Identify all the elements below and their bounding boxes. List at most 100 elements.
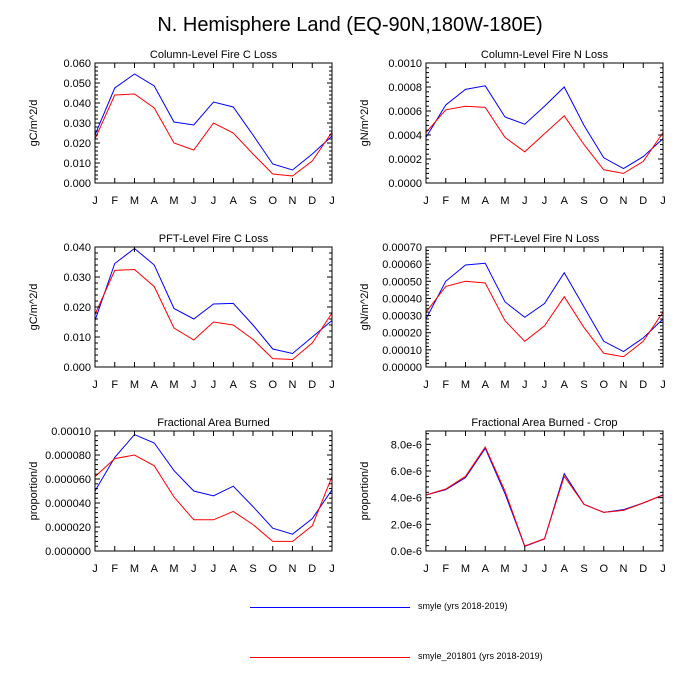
y-tick-label: 0.0002	[388, 154, 422, 166]
x-tick-label: J	[211, 379, 217, 391]
x-tick-label: D	[639, 195, 647, 207]
x-tick-label: A	[561, 379, 569, 391]
legend-line-smyle	[250, 607, 410, 608]
panel-title: Column-Level Fire N Loss	[481, 49, 609, 61]
x-tick-label: J	[191, 563, 197, 575]
plot-frame	[425, 430, 664, 552]
x-tick-label: A	[151, 563, 159, 575]
x-tick-label: S	[580, 379, 587, 391]
x-tick-label: M	[169, 195, 178, 207]
x-tick-label: M	[461, 379, 470, 391]
x-tick-label: D	[308, 379, 316, 391]
x-tick-label: J	[92, 379, 98, 391]
x-tick-label: M	[130, 195, 139, 207]
y-tick-label: 0.010	[63, 332, 91, 344]
x-tick-label: S	[249, 195, 256, 207]
x-tick-label: M	[500, 563, 509, 575]
series-line-smyle-yrs-2018-2019	[425, 447, 664, 547]
y-tick-label: 2.0e-6	[391, 519, 422, 531]
series-line-smyle-201801-yrs-2018-2019	[94, 454, 333, 542]
x-tick-label: F	[442, 195, 449, 207]
y-axis-label: proportion/d	[28, 462, 40, 521]
x-tick-label: A	[230, 379, 238, 391]
y-tick-label: 0.00010	[51, 426, 91, 438]
x-tick-label: F	[111, 379, 118, 391]
y-tick-label: 0.000040	[45, 498, 91, 510]
y-tick-label: 0.0004	[388, 130, 422, 142]
x-tick-label: J	[329, 563, 335, 575]
x-tick-label: J	[542, 195, 548, 207]
x-tick-label: A	[151, 379, 159, 391]
y-tick-label: 0.040	[63, 98, 91, 110]
x-tick-label: J	[522, 379, 528, 391]
chart-panel-column-level-fire-n-loss: Column-Level Fire N Loss gN/m^2/d 0.0000 0.…	[359, 49, 666, 207]
y-axis-label: gN/m^2/d	[359, 100, 371, 147]
y-tick-label: 0.000000	[45, 546, 91, 558]
y-tick-label: 0.00000	[382, 362, 422, 374]
y-tick-label: 0.0008	[388, 82, 422, 94]
x-tick-label: M	[500, 379, 509, 391]
x-tick-label: J	[423, 379, 429, 391]
x-tick-label: J	[660, 195, 666, 207]
series-line-smyle-201801-yrs-2018-2019	[94, 268, 333, 361]
y-tick-label: 0.00010	[382, 345, 422, 357]
x-tick-label: O	[268, 195, 277, 207]
y-tick-label: 0.00030	[382, 311, 422, 323]
series-line-smyle-201801-yrs-2018-2019	[425, 280, 664, 358]
y-tick-label: 0.010	[63, 158, 91, 170]
x-tick-label: O	[599, 195, 608, 207]
y-tick-label: 8.0e-6	[391, 439, 422, 451]
plot-frame	[94, 246, 333, 368]
x-tick-label: J	[660, 563, 666, 575]
legend-line-smyle-201801	[250, 657, 410, 658]
series-line-smyle-yrs-2018-2019	[94, 247, 333, 355]
y-tick-label: 0.0006	[388, 106, 422, 118]
x-tick-label: J	[191, 195, 197, 207]
chart-panel-pft-level-fire-n-loss: PFT-Level Fire N Loss gN/m^2/d 0.00000 0.00…	[359, 233, 666, 391]
y-tick-label: 0.0e-6	[391, 546, 422, 558]
x-tick-label: J	[92, 195, 98, 207]
x-tick-label: J	[211, 195, 217, 207]
series-line-smyle-201801-yrs-2018-2019	[94, 93, 333, 177]
x-tick-label: M	[130, 563, 139, 575]
chart-panel-fractional-area-burned: Fractional Area Burned proportion/d 0.0000…	[28, 417, 335, 575]
x-tick-label: J	[423, 563, 429, 575]
x-tick-label: N	[289, 195, 297, 207]
x-tick-label: J	[522, 563, 528, 575]
y-tick-label: 0.040	[63, 242, 91, 254]
x-tick-label: J	[329, 195, 335, 207]
series-line-smyle-201801-yrs-2018-2019	[425, 105, 664, 174]
y-tick-label: 0.060	[63, 58, 91, 70]
x-tick-label: A	[230, 195, 238, 207]
y-tick-label: 0.000080	[45, 450, 91, 462]
x-tick-label: S	[580, 563, 587, 575]
x-tick-label: N	[620, 563, 628, 575]
x-tick-label: F	[111, 195, 118, 207]
panel-title: Column-Level Fire C Loss	[150, 49, 278, 61]
plot-frame	[425, 62, 664, 184]
page-title: N. Hemisphere Land (EQ-90N,180W-180E)	[157, 14, 543, 36]
x-tick-label: O	[268, 379, 277, 391]
x-tick-label: M	[500, 195, 509, 207]
x-tick-label: M	[130, 379, 139, 391]
panel-title: Fractional Area Burned	[157, 417, 270, 429]
y-tick-label: 0.030	[63, 118, 91, 130]
x-tick-label: J	[191, 379, 197, 391]
series-line-smyle-201801-yrs-2018-2019	[425, 445, 664, 547]
y-tick-label: 4.0e-6	[391, 493, 422, 505]
y-tick-label: 0.020	[63, 138, 91, 150]
series-line-smyle-yrs-2018-2019	[425, 262, 664, 353]
chart-panel-pft-level-fire-c-loss: PFT-Level Fire C Loss gC/m^2/d 0.000 0.010 0…	[28, 233, 335, 391]
series-line-smyle-yrs-2018-2019	[425, 85, 664, 170]
x-tick-label: O	[599, 379, 608, 391]
series-line-smyle-yrs-2018-2019	[94, 73, 333, 171]
x-tick-label: M	[461, 563, 470, 575]
x-tick-label: M	[169, 563, 178, 575]
x-tick-label: N	[289, 563, 297, 575]
panel-title: Fractional Area Burned - Crop	[471, 417, 617, 429]
x-tick-label: A	[482, 195, 490, 207]
y-tick-label: 0.00070	[382, 242, 422, 254]
x-tick-label: S	[249, 379, 256, 391]
x-tick-label: N	[289, 379, 297, 391]
